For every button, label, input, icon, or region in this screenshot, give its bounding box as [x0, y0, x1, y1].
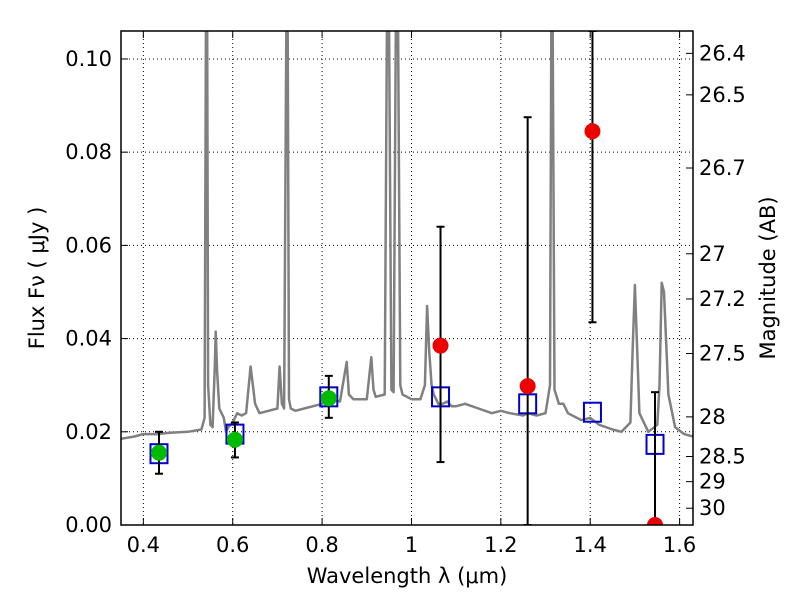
right-tick-label: 26.4: [699, 41, 746, 65]
right-tick-label: 28: [699, 405, 726, 429]
photometry-point: [320, 390, 337, 407]
photometry-point: [519, 378, 536, 395]
x-tick-label: 1.2: [484, 533, 517, 557]
x-tick-label: 0.4: [127, 533, 160, 557]
right-tick-label: 27: [699, 242, 726, 266]
x-tick-label: 1.6: [663, 533, 696, 557]
x-tick-label: 1: [405, 533, 418, 557]
right-tick-label: 29: [699, 470, 726, 494]
right-tick-label: 26.7: [699, 156, 746, 180]
x-tick-label: 1.4: [574, 533, 607, 557]
right-tick-label: 28.5: [699, 444, 746, 468]
x-tick-label: 0.6: [216, 533, 249, 557]
right-tick-label: 27.2: [699, 287, 746, 311]
photometry-point: [432, 337, 449, 354]
plot-background: [121, 31, 693, 525]
photometry-point: [584, 123, 601, 140]
right-tick-label: 26.5: [699, 83, 746, 107]
y-tick-label: 0.08: [65, 140, 112, 164]
y-tick-label: 0.06: [65, 233, 112, 257]
right-tick-label: 30: [699, 496, 726, 520]
y-tick-label: 0.04: [65, 327, 112, 351]
right-tick-label: 27.5: [699, 341, 746, 365]
photometry-point: [647, 517, 664, 525]
y-tick-label: 0.10: [65, 47, 112, 71]
axes: 0.4 0.6 0.8 1 1.2 1.4 1.6 0.00 0.02 0.04 0.06 0.08 0…: [65, 30, 746, 557]
spectrum-line: [121, 31, 693, 441]
y-axis-label-right: Magnitude (AB): [756, 196, 780, 359]
data-layer: [121, 31, 693, 525]
y-tick-label: 0.00: [65, 513, 112, 537]
x-tick-label: 0.8: [305, 533, 338, 557]
y-axis-label: Flux Fν ( μJy ): [25, 207, 49, 350]
photometry-point: [150, 444, 167, 461]
x-axis-label: Wavelength λ (μm): [307, 564, 508, 588]
plot-frame: [120, 30, 694, 526]
photometry-point: [226, 431, 243, 448]
model-square-point: [582, 401, 602, 423]
y-tick-label: 0.02: [65, 420, 112, 444]
